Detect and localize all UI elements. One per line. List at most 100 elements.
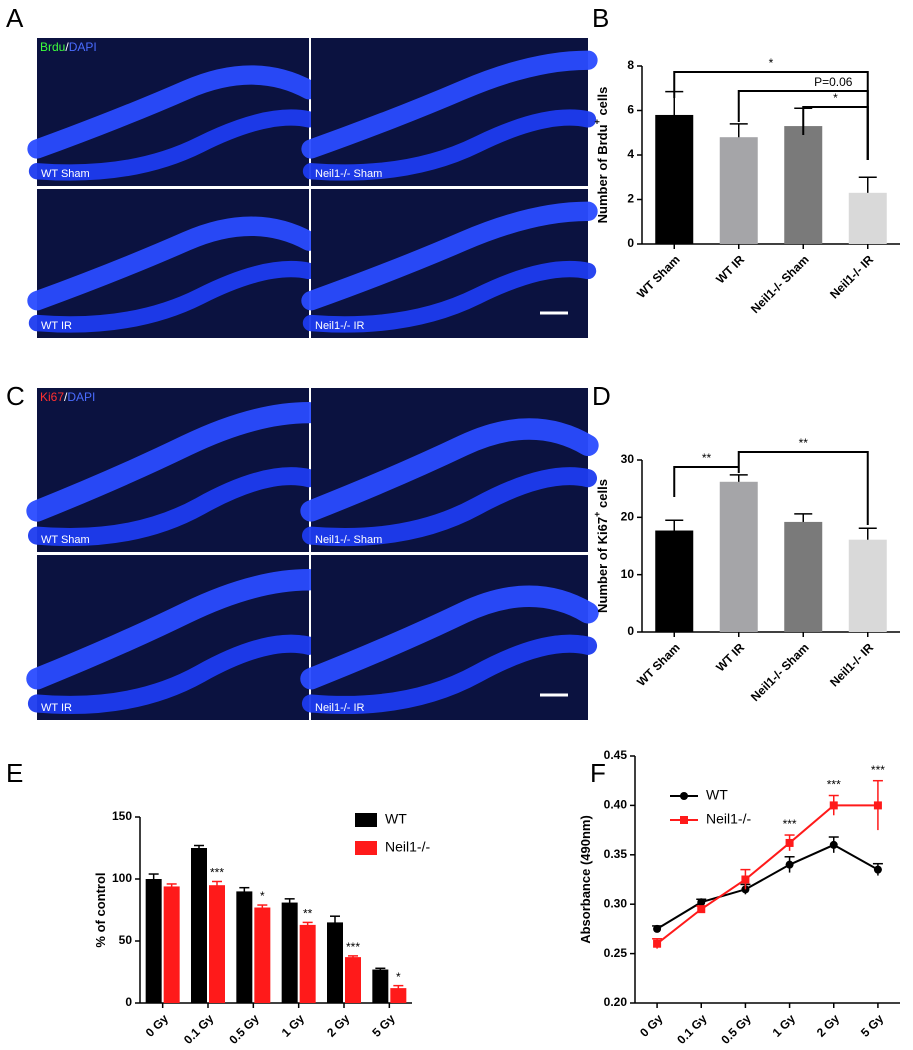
y-tick-label: 0 (627, 624, 634, 638)
counterstain-name: DAPI (67, 390, 95, 404)
separator: / (65, 40, 69, 54)
y-tick-label: 0.30 (604, 896, 628, 910)
panel-label: F (590, 758, 606, 788)
bar (372, 969, 389, 1003)
bar (848, 192, 887, 244)
stain-label: Ki67/DAPI (40, 390, 95, 404)
x-tick-label: WT IR (713, 252, 747, 286)
series-line (656, 804, 878, 945)
tissue (27, 65, 319, 181)
y-tick-label: 2 (627, 192, 634, 206)
y-tick-label: 100 (112, 871, 132, 885)
legend-marker (680, 792, 688, 800)
significance-label: ** (303, 907, 313, 921)
y-tick-label: 0 (627, 236, 634, 250)
significance-label: *** (871, 763, 885, 777)
significance-label: P=0.06 (814, 75, 853, 89)
x-tick-label: WT Sham (634, 640, 683, 689)
y-tick-label: 10 (621, 567, 635, 581)
granule-layer (27, 634, 319, 714)
image-caption: WT IR (41, 702, 72, 714)
bar (719, 137, 758, 244)
point (785, 860, 794, 869)
y-tick-label: 0.35 (604, 847, 628, 861)
significance-bracket (737, 451, 869, 525)
significance-label: ** (799, 436, 809, 450)
panel-label: D (592, 381, 611, 411)
bar (655, 530, 694, 632)
tissue (27, 216, 319, 333)
granule-layer (301, 467, 598, 547)
point (829, 840, 838, 849)
significance-label: * (396, 970, 401, 984)
point (653, 939, 662, 948)
y-axis-label: % of control (93, 872, 108, 947)
y-tick-label: 0.40 (604, 798, 628, 812)
granule-layer (302, 109, 597, 181)
legend-label: Neil1-/- (385, 839, 430, 855)
y-label-sup: + (592, 512, 602, 517)
image-caption: Neil1-/- Sham (315, 534, 382, 546)
y-label-text: cells (595, 479, 610, 512)
y-label-text: cells (595, 87, 610, 120)
bar (655, 114, 694, 244)
x-tick-label: WT IR (713, 640, 747, 674)
y-label-text: Absorbance (490nm) (578, 815, 593, 944)
bar (209, 885, 225, 1003)
bar (299, 924, 316, 1003)
x-tick-label: 1 Gy (279, 1011, 308, 1040)
bar (236, 891, 253, 1003)
granule-layer (28, 260, 318, 333)
granule-layer (28, 109, 318, 181)
bar (784, 126, 823, 244)
x-tick-label: Neil1-/- Sham (748, 252, 812, 316)
tissue (26, 401, 320, 547)
y-tick-label: 6 (627, 103, 634, 117)
significance-label: * (833, 91, 838, 105)
bar (145, 879, 162, 1003)
image-caption: Neil1-/- Sham (315, 168, 382, 180)
granule-layer (26, 569, 320, 690)
x-tick-label: 5 Gy (858, 1011, 887, 1040)
y-tick-label: 4 (627, 147, 634, 161)
y-tick-label: 50 (119, 933, 133, 947)
legend-swatch (355, 813, 377, 827)
significance-label: *** (346, 940, 360, 954)
bar (719, 481, 758, 632)
y-tick-label: 20 (621, 510, 635, 524)
significance-bracket (802, 106, 869, 160)
x-tick-label: WT Sham (634, 252, 683, 301)
y-tick-label: 0.20 (604, 995, 628, 1009)
y-tick-label: 150 (112, 809, 132, 823)
granule-layer (300, 418, 599, 522)
x-tick-label: 0 Gy (143, 1011, 172, 1040)
significance-label: *** (783, 817, 797, 831)
x-tick-label: Neil1-/- Sham (748, 640, 812, 704)
legend-label: WT (706, 787, 728, 803)
y-label-sup: + (592, 119, 602, 124)
bar (345, 957, 361, 1003)
panel-label: C (6, 381, 25, 411)
legend-label: Neil1-/- (706, 811, 751, 827)
image-caption: Neil1-/- IR (315, 320, 365, 332)
bar (848, 539, 887, 632)
significance-bracket (673, 466, 740, 497)
y-axis-label: Number of Brdu+ cells (592, 87, 610, 224)
y-tick-label: 0.25 (604, 946, 628, 960)
y-label-text: Number of Brdu (595, 124, 610, 223)
granule-layer (27, 467, 319, 547)
x-tick-label: 5 Gy (369, 1011, 398, 1040)
point (653, 924, 662, 933)
point (829, 801, 838, 810)
significance-label: * (260, 889, 265, 903)
granule-layer (301, 634, 598, 714)
y-tick-label: 0 (125, 995, 132, 1009)
bar (327, 922, 343, 1003)
x-tick-label: 1 Gy (770, 1011, 799, 1040)
legend-marker (680, 816, 688, 824)
image-caption: WT Sham (41, 168, 90, 180)
x-tick-label: Neil1-/- IR (827, 640, 876, 689)
tissue (300, 585, 599, 714)
